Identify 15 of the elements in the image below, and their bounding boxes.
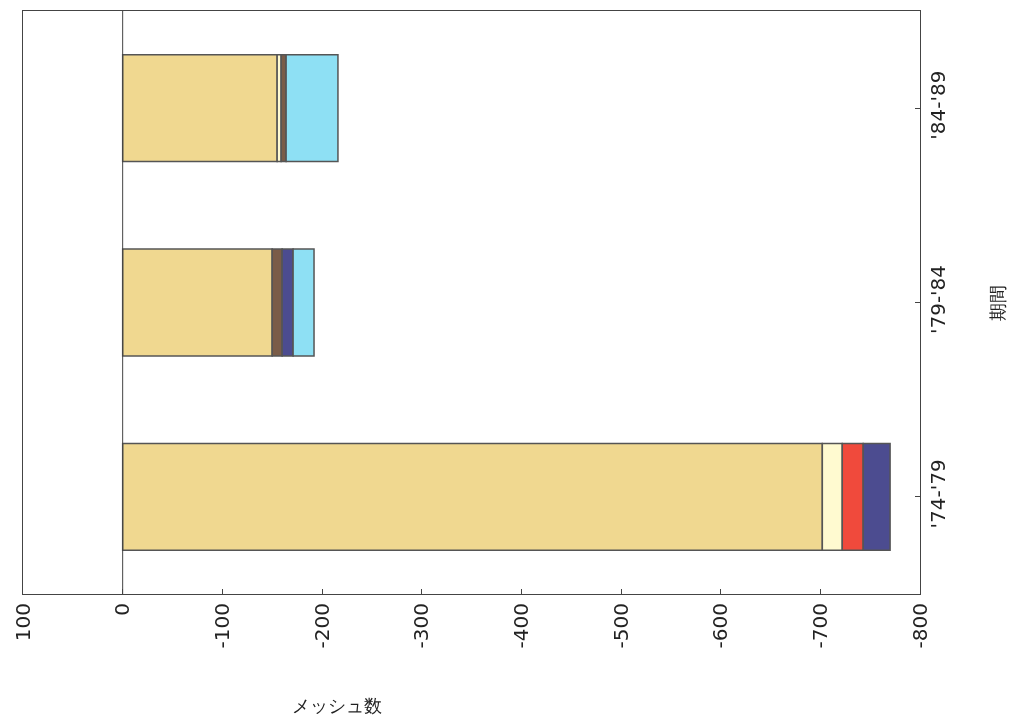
x-tick-label: -100: [209, 603, 234, 649]
x-tick-label: -700: [807, 603, 832, 649]
x-axis-title: メッシュ数: [292, 695, 382, 716]
y-axis-title: 期間: [986, 284, 1008, 321]
y-tick-label: '84-'89: [926, 70, 950, 140]
x-tick-label: -400: [508, 603, 533, 649]
y-tick-label: '74-'79: [926, 459, 950, 529]
x-tick-label: -800: [907, 603, 932, 649]
y-tick-label: '79-'84: [926, 264, 950, 335]
x-tick-label: -600: [708, 603, 733, 649]
x-tick-label: -500: [608, 603, 633, 649]
x-tick-label: 0: [110, 603, 135, 616]
x-tick-label: -200: [309, 603, 334, 649]
x-tick-label: -300: [409, 603, 434, 649]
x-tick-label: 100: [10, 603, 35, 642]
